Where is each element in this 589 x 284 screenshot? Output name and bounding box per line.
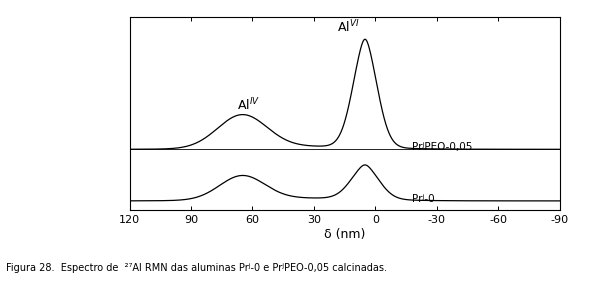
Text: Prʲ-0: Prʲ-0 bbox=[412, 194, 435, 204]
X-axis label: δ (nm): δ (nm) bbox=[324, 228, 365, 241]
Text: PrʲPEO-0,05: PrʲPEO-0,05 bbox=[412, 142, 472, 152]
Text: Al$^{IV}$: Al$^{IV}$ bbox=[237, 97, 260, 114]
Text: Figura 28.  Espectro de  ²⁷Al RMN das aluminas Prʲ-0 e PrʲPEO-0,05 calcinadas.: Figura 28. Espectro de ²⁷Al RMN das alum… bbox=[6, 263, 387, 273]
Text: Al$^{VI}$: Al$^{VI}$ bbox=[337, 19, 360, 36]
